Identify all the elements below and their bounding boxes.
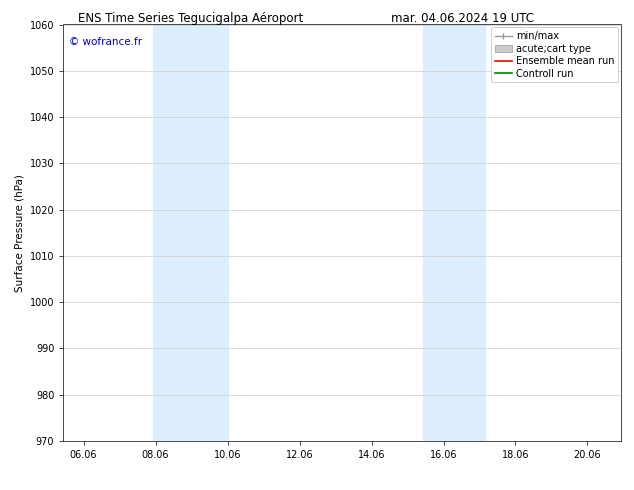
Bar (153, 24, 228, 441)
Text: mar. 04.06.2024 19 UTC: mar. 04.06.2024 19 UTC (391, 12, 534, 25)
Y-axis label: Surface Pressure (hPa): Surface Pressure (hPa) (14, 174, 24, 292)
Text: © wofrance.fr: © wofrance.fr (69, 37, 142, 47)
Text: ENS Time Series Tegucigalpa Aéroport: ENS Time Series Tegucigalpa Aéroport (77, 12, 303, 25)
Legend: min/max, acute;cart type, Ensemble mean run, Controll run: min/max, acute;cart type, Ensemble mean … (491, 27, 618, 82)
Bar (424, 24, 484, 441)
